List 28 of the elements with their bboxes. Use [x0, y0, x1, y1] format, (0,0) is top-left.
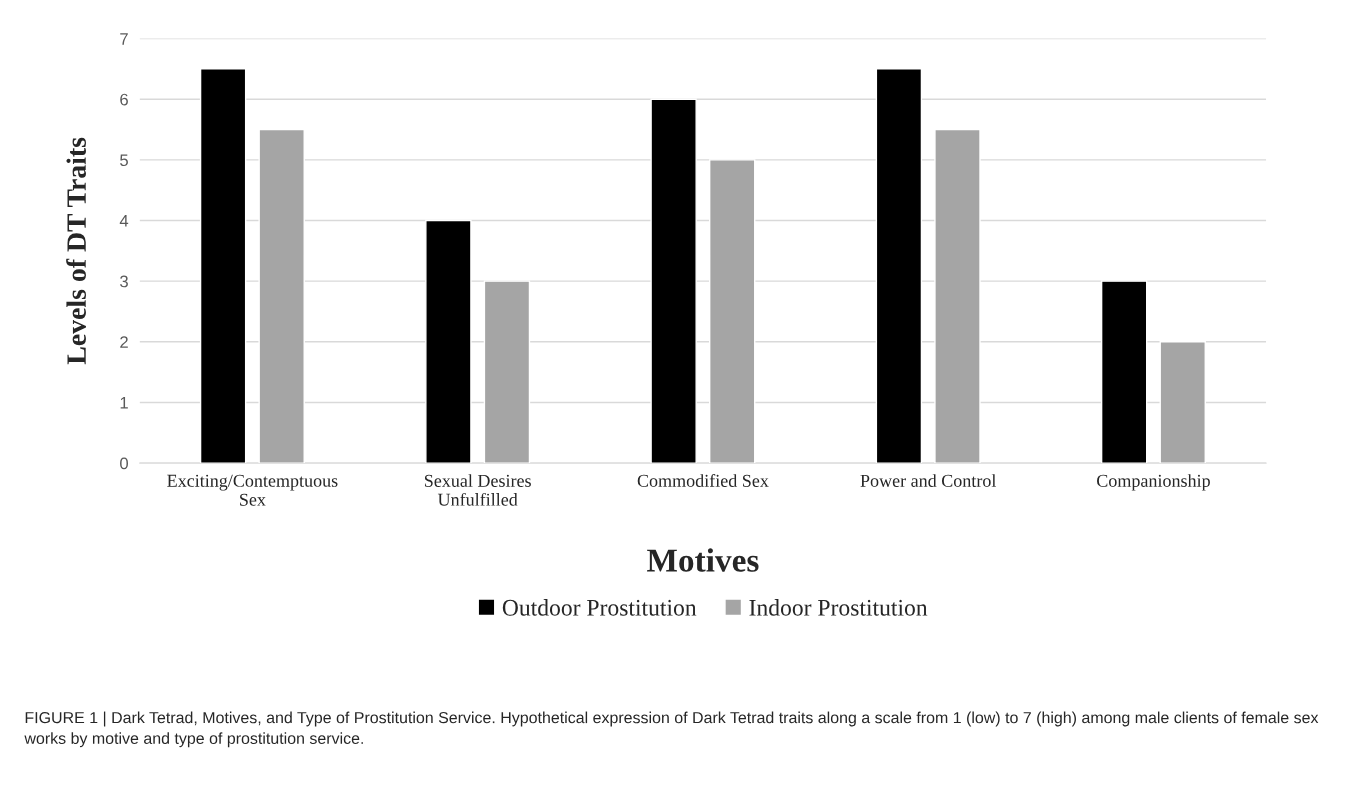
- x-axis-title: Motives: [647, 548, 759, 572]
- x-tick-label: Exciting/Contemptuous Sex: [167, 474, 338, 506]
- caption: FIGURE 1 | Dark Tetrad, Motives, and Type of Prostitution Service. Hypothetical expression of Dark Tetrad traits along a scale from 1 (low) to 7 (high) among male clients of female sex works by motive and type of prostitution service.: [24, 711, 1319, 748]
- legend-label: Indoor Prostitution: [749, 599, 928, 616]
- bar: [875, 68, 923, 464]
- y-tick-label: 0: [120, 457, 129, 470]
- legend-label: Outdoor Prostitution: [502, 599, 697, 616]
- y-tick-label: 3: [120, 275, 128, 288]
- bar: [1159, 341, 1206, 464]
- bar: [934, 128, 981, 464]
- y-tick-label: 2: [120, 336, 128, 348]
- bar: [708, 159, 756, 464]
- x-tick-label: Power and Control: [860, 474, 997, 487]
- y-tick-label: 1: [120, 397, 128, 409]
- bar: [425, 219, 472, 464]
- y-tick-label: 5: [120, 154, 128, 167]
- x-tick-label: Commodified Sex: [637, 474, 769, 487]
- y-axis-title: Levels of DT Traits: [66, 137, 86, 365]
- bar: [650, 98, 697, 464]
- bar: [483, 280, 531, 464]
- bar: [1100, 280, 1148, 464]
- y-tick-label: 6: [120, 93, 128, 106]
- y-tick-label: 4: [119, 215, 129, 227]
- x-tick-label: Sexual Desires Unfulfilled: [424, 474, 531, 506]
- bar: [199, 68, 247, 464]
- x-tick-label: Companionship: [1097, 474, 1210, 491]
- bar: [258, 128, 305, 464]
- y-tick-label: 7: [120, 33, 128, 45]
